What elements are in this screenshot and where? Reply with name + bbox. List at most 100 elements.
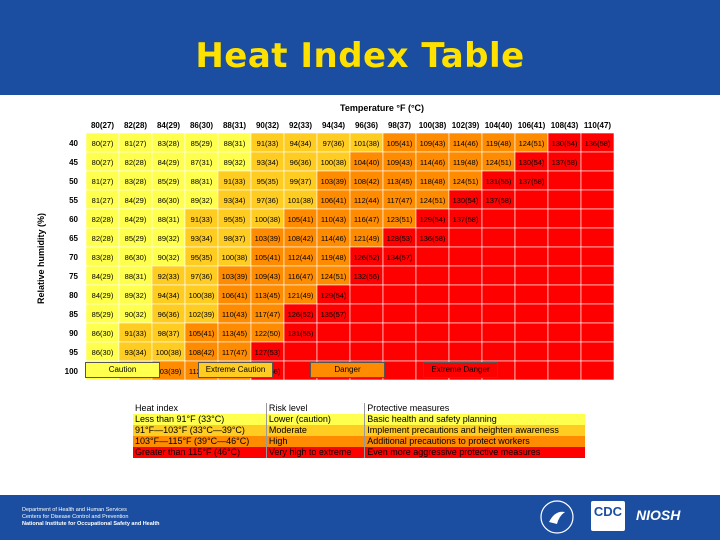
cdc-logo-icon: CDC — [591, 501, 625, 531]
heat-index-value: 100(38) — [255, 215, 281, 224]
cdc-logo-text: CDC — [593, 504, 623, 519]
heat-index-value: 91(33) — [257, 139, 279, 148]
heat-index-value: 97(36) — [323, 139, 345, 148]
heat-index-cell — [547, 284, 582, 305]
heat-index-cell — [514, 189, 549, 210]
row-header: 70 — [69, 253, 78, 262]
heat-index-value: 85(29) — [191, 139, 213, 148]
heat-index-value: 114(46) — [453, 139, 479, 148]
heat-index-value: 124(51) — [519, 139, 545, 148]
heat-index-value: 117(47) — [255, 310, 281, 319]
heat-index-cell — [349, 303, 384, 324]
heat-index-cell — [580, 265, 615, 286]
risk-table-row: Less than 91°F (33°C) Lower (caution) Basi… — [133, 414, 585, 425]
heat-index-value: 88(31) — [125, 272, 147, 281]
legend-danger: Danger — [310, 362, 385, 378]
heat-index-value: 91(33) — [125, 329, 147, 338]
heat-index-value: 83(28) — [92, 253, 114, 262]
column-header: 102(39) — [452, 121, 480, 130]
heat-index-value: 113(45) — [387, 177, 413, 186]
heat-index-value: 136(58) — [585, 139, 611, 148]
footer-line-cdc: Centers for Disease Control and Preventi… — [22, 514, 129, 520]
heat-index-value: 131(55) — [486, 177, 512, 186]
heat-index-value: 95(35) — [257, 177, 279, 186]
heat-index-value: 130(54) — [519, 158, 545, 167]
heat-index-value: 106(41) — [222, 291, 248, 300]
heat-index-value: 84(29) — [125, 196, 147, 205]
row-header: 95 — [69, 348, 78, 357]
heat-index-value: 117(47) — [222, 348, 248, 357]
row-header: 50 — [69, 177, 78, 186]
row-header: 90 — [69, 329, 78, 338]
risk-table-cell: High — [265, 436, 365, 447]
risk-table-cell: Moderate — [265, 425, 365, 436]
heat-index-value: 129(54) — [420, 215, 446, 224]
heat-index-value: 132(56) — [354, 272, 380, 281]
legend-extreme-caution: Extreme Caution — [198, 362, 273, 378]
heat-index-value: 130(54) — [453, 196, 479, 205]
heat-index-value: 89(32) — [224, 158, 246, 167]
heat-index-value: 88(31) — [224, 139, 246, 148]
heat-index-cell — [448, 246, 483, 267]
heat-index-value: 108(42) — [189, 348, 215, 357]
heat-index-value: 103(39) — [255, 234, 281, 243]
heat-index-cell — [547, 360, 582, 381]
heat-index-value: 109(43) — [255, 272, 281, 281]
risk-table-cell: Basic health and safety planning — [364, 414, 585, 425]
column-header: 82(28) — [124, 121, 147, 130]
heat-index-cell — [547, 246, 582, 267]
heat-index-value: 82(28) — [125, 158, 147, 167]
heat-index-value: 97(36) — [191, 272, 213, 281]
heat-index-value: 83(28) — [125, 177, 147, 186]
heat-index-cell — [448, 303, 483, 324]
heat-index-value: 90(32) — [158, 253, 180, 262]
page-title: Heat Index Table — [195, 36, 525, 76]
heat-index-value: 99(37) — [290, 177, 312, 186]
heat-index-value: 95(35) — [224, 215, 246, 224]
heat-index-cell — [580, 170, 615, 191]
heat-index-value: 124(51) — [486, 158, 512, 167]
heat-index-value: 100(38) — [189, 291, 215, 300]
heat-index-value: 126(52) — [288, 310, 314, 319]
row-header: 65 — [69, 234, 78, 243]
footer-agency-text: Department of Health and Human Services … — [22, 507, 160, 528]
heat-index-value: 121(49) — [354, 234, 380, 243]
heat-index-cell — [481, 303, 516, 324]
heat-index-cell — [514, 227, 549, 248]
risk-table-cell: Very high to extreme — [265, 447, 365, 458]
column-header: 110(47) — [584, 121, 611, 130]
heat-index-value: 84(29) — [125, 215, 147, 224]
heat-index-cell — [547, 208, 582, 229]
heat-index-value: 102(39) — [189, 310, 215, 319]
heat-index-cell — [580, 341, 615, 362]
heat-index-cell — [382, 360, 417, 381]
heat-index-cell — [580, 189, 615, 210]
heat-index-value: 84(29) — [158, 158, 180, 167]
heat-index-cell — [514, 341, 549, 362]
heat-index-value: 126(52) — [354, 253, 380, 262]
heat-index-cell — [349, 341, 384, 362]
heat-index-cell — [514, 246, 549, 267]
heat-index-cell — [415, 322, 450, 343]
risk-table-header: Heat index Risk level Protective measures — [133, 403, 585, 414]
heat-index-cell — [382, 303, 417, 324]
heat-index-cell — [481, 227, 516, 248]
risk-table-cell: Implement precautions and heighten aware… — [364, 425, 585, 436]
heat-index-value: 86(30) — [92, 329, 114, 338]
footer-line-hhs: Department of Health and Human Services — [22, 507, 127, 513]
heat-index-value: 85(29) — [158, 177, 180, 186]
heat-index-cell — [580, 246, 615, 267]
heat-index-cell — [547, 341, 582, 362]
heat-index-value: 136(58) — [420, 234, 446, 243]
heat-index-value: 130(54) — [552, 139, 578, 148]
heat-index-cell — [448, 227, 483, 248]
heat-index-cell — [547, 189, 582, 210]
heat-index-value: 84(29) — [92, 272, 114, 281]
heat-index-value: 98(37) — [158, 329, 180, 338]
heat-index-cell — [481, 246, 516, 267]
heat-index-cell — [580, 151, 615, 172]
risk-table-cell: Risk level — [265, 403, 365, 414]
column-header: 106(41) — [518, 121, 546, 130]
heat-index-cell — [580, 284, 615, 305]
heat-index-value: 113(45) — [222, 329, 248, 338]
